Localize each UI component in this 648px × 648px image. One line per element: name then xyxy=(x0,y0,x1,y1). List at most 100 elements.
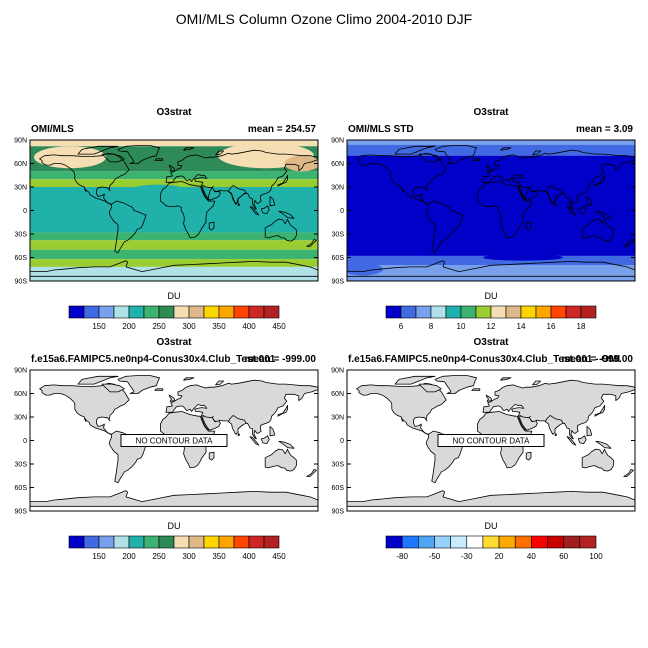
colorbar-tick-label: 350 xyxy=(212,322,226,331)
colorbar-tick-label: 12 xyxy=(487,322,496,331)
colorbar-swatch-14 xyxy=(580,305,597,319)
colorbar-swatch-14 xyxy=(263,305,280,319)
continent-japan xyxy=(594,404,605,417)
colorbar-swatch-10 xyxy=(203,305,220,319)
continent-japan xyxy=(277,404,289,417)
colorbar-tick-label: 18 xyxy=(577,322,586,331)
lat-tick-label: 30N xyxy=(14,185,27,192)
lat-tick-label: 0 xyxy=(340,208,344,215)
continent-south-america xyxy=(108,200,147,254)
continent-new-guinea xyxy=(278,210,295,219)
contour-band-1 xyxy=(347,140,635,145)
colorbar-tick-label: 250 xyxy=(152,322,166,331)
continent-india xyxy=(227,184,247,205)
lat-tick-label: 30S xyxy=(15,232,28,239)
continent-philippines xyxy=(269,195,276,207)
colorbar-swatch-1 xyxy=(385,305,402,319)
continent-india xyxy=(545,184,564,205)
contour-band-4 xyxy=(347,255,635,266)
colorbar-tick-label: 100 xyxy=(589,552,603,561)
continent-arabia xyxy=(519,414,538,431)
colorbar-swatch-11 xyxy=(218,535,235,549)
colorbar-swatch-6 xyxy=(460,305,477,319)
contour-band-5 xyxy=(347,265,635,281)
colorbar-swatch-8 xyxy=(498,535,516,549)
continent-new-zealand xyxy=(306,239,317,247)
continent-eurasia xyxy=(482,149,635,210)
continent-australia xyxy=(581,448,614,472)
continent-sumatra xyxy=(566,436,577,446)
contour-patch-2 xyxy=(347,262,383,276)
lat-tick-label: 60S xyxy=(15,255,28,262)
colorbar-label: DU xyxy=(485,521,498,531)
lat-tick-label: 0 xyxy=(23,208,27,215)
colorbar-swatch-7 xyxy=(475,305,492,319)
colorbar-swatch-12 xyxy=(233,535,250,549)
panel-right-label: mean = 3.09 xyxy=(576,124,633,135)
colorbar-swatch-9 xyxy=(505,305,522,319)
continent-baffin-island xyxy=(418,383,442,393)
continent-africa xyxy=(476,181,533,239)
continent-novaya-zemlya xyxy=(215,150,225,156)
colorbar-swatch-4 xyxy=(113,535,130,549)
contour-band-7 xyxy=(30,240,318,250)
continent-japan xyxy=(594,174,605,187)
panel-variable-title: O3strat xyxy=(473,107,509,118)
continent-british-isles xyxy=(168,164,176,172)
continent-iceland xyxy=(471,158,481,161)
colorbar-swatch-3 xyxy=(418,535,435,549)
continent-arabia xyxy=(202,184,221,201)
continent-sri-lanka xyxy=(237,202,241,207)
colorbar-swatch-12 xyxy=(550,305,567,319)
continent-new-zealand xyxy=(623,239,634,247)
continent-borneo xyxy=(260,435,270,445)
continent-africa xyxy=(159,181,216,239)
map-panel-4: O3strat f.e15a6.FAMIPC5.ne0np4-Conus30x4.… xyxy=(331,337,636,561)
colorbar-tick-label: 150 xyxy=(92,552,106,561)
colorbar-swatch-1 xyxy=(68,305,85,319)
colorbar-swatch-11 xyxy=(547,535,564,549)
colorbar-swatch-8 xyxy=(173,535,190,549)
continent-australia xyxy=(264,448,297,472)
continent-sumatra xyxy=(249,436,260,446)
lat-tick-label: 90S xyxy=(15,279,28,286)
panel-left-label: f.e15a6.FAMIPC5.ne0np4-Conus30x4.Club_Te… xyxy=(348,354,620,365)
continent-greenland xyxy=(434,145,478,164)
colorbar-swatch-4 xyxy=(434,535,451,549)
map-panel-2: O3strat OMI/MLS STD mean = 3.09 90N 60N 30N 0 3… xyxy=(331,107,636,331)
colorbar-tick-label: 300 xyxy=(182,552,196,561)
continent-antarctica xyxy=(347,260,635,277)
colorbar-swatch-2 xyxy=(400,305,417,319)
continent-borneo xyxy=(577,435,587,445)
continent-arabia xyxy=(202,414,221,431)
colorbar-swatch-4 xyxy=(113,305,130,319)
continent-svalbard xyxy=(183,377,195,381)
colorbar: DU 150 200 250 300 350 400 450 xyxy=(68,291,286,331)
continent-novaya-zemlya xyxy=(215,380,225,386)
continent-baffin-island xyxy=(101,153,125,163)
continent-madagascar xyxy=(525,451,532,461)
panel-left-label: OMI/MLS STD xyxy=(348,124,414,135)
colorbar-tick-label: 450 xyxy=(272,552,286,561)
no-data-box xyxy=(437,434,545,447)
contour-field xyxy=(347,140,635,281)
colorbar-swatch-10 xyxy=(520,305,537,319)
continent-philippines xyxy=(586,425,593,437)
panel-right-label: mean = 254.57 xyxy=(248,124,317,135)
colorbar-swatch-13 xyxy=(248,535,265,549)
lat-tick-label: 30S xyxy=(332,232,345,239)
lat-tick-label: 60S xyxy=(332,255,345,262)
lat-tick-label: 90S xyxy=(15,509,28,516)
colorbar-swatch-12 xyxy=(233,305,250,319)
colorbar: DU 150 200 250 300 350 400 450 xyxy=(68,521,286,561)
colorbar-swatch-2 xyxy=(401,535,419,549)
continent-new-zealand xyxy=(623,469,634,477)
lat-tick-label: 90N xyxy=(331,368,344,375)
lat-tick-label: 30N xyxy=(331,415,344,422)
continent-antarctica xyxy=(30,490,318,507)
continent-canadian-arctic xyxy=(394,375,436,385)
colorbar-swatch-4 xyxy=(430,305,447,319)
colorbar-tick-label: 150 xyxy=(92,322,106,331)
colorbar: DU 6 8 10 12 14 16 18 xyxy=(385,291,597,331)
colorbar-swatch-6 xyxy=(466,535,484,549)
